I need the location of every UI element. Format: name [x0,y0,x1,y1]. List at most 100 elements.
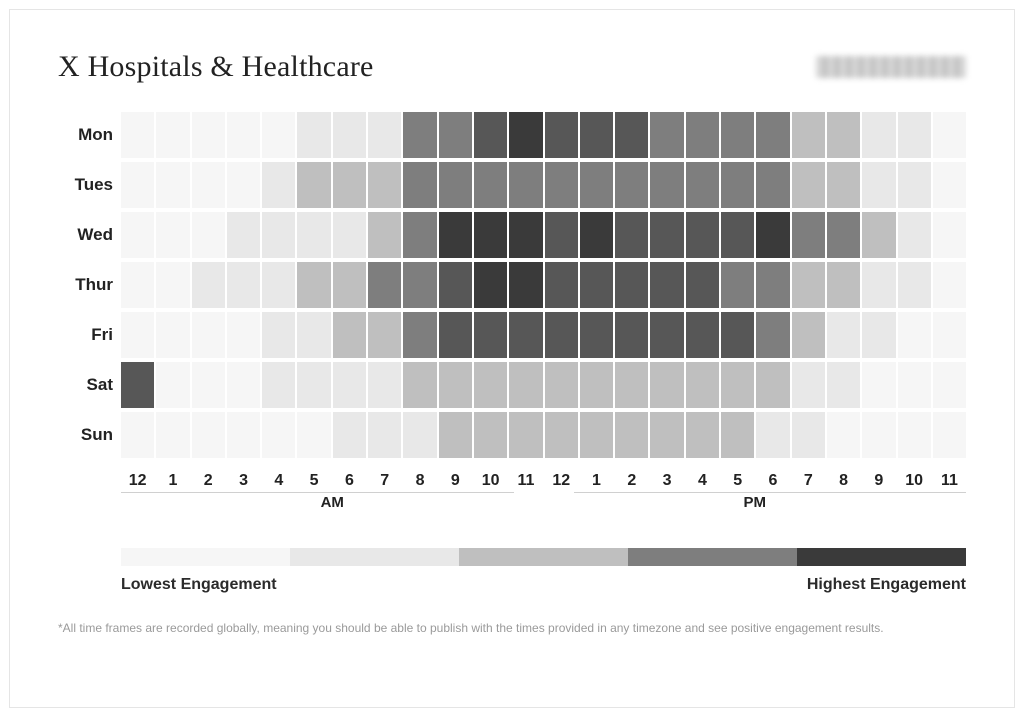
heatmap-cell [686,212,719,258]
heatmap-cell [439,312,472,358]
heatmap-cell [756,362,789,408]
heatmap-cell [403,312,436,358]
heatmap-cell [615,412,648,458]
heatmap-cell [227,212,260,258]
heatmap-cell [862,312,895,358]
heatmap-cell [368,412,401,458]
heatmap-cell [403,262,436,308]
heatmap-cell [192,262,225,308]
day-label: Thur [58,262,113,308]
legend-segment [459,548,628,566]
heatmap-cell [792,262,825,308]
heatmap-cell [650,212,683,258]
legend-low-label: Lowest Engagement [121,576,277,594]
heatmap-cell [156,162,189,208]
heatmap-cell [721,412,754,458]
heatmap-cell [403,162,436,208]
heatmap-cell [827,412,860,458]
heatmap-cell [333,112,366,158]
heatmap-cell [933,112,966,158]
hour-label: 1 [580,472,613,490]
heatmap-cell [297,312,330,358]
heatmap-cell [509,212,542,258]
heatmap-cell [403,362,436,408]
heatmap-cell [262,162,295,208]
heatmap-cell [827,362,860,408]
heatmap-cell [333,312,366,358]
hour-label: 4 [262,472,295,490]
heatmap-cell [580,212,613,258]
heatmap-cell [686,362,719,408]
heatmap-cell [439,362,472,408]
heatmap-cell [862,362,895,408]
heatmap-cell [756,112,789,158]
heatmap-cell [333,262,366,308]
heatmap-cell [509,112,542,158]
heatmap-cell [227,412,260,458]
heatmap-cell [686,112,719,158]
hour-label: 12 [545,472,578,490]
heatmap-cell [756,412,789,458]
am-label: AM [121,496,544,520]
heatmap-cell [756,212,789,258]
heatmap-cell [686,312,719,358]
heatmap-cell [898,362,931,408]
heatmap-cell [580,362,613,408]
heatmap-cell [474,212,507,258]
heatmap-cell [262,362,295,408]
heatmap-cell [192,212,225,258]
heatmap-cell [509,162,542,208]
heatmap-cell [439,412,472,458]
heatmap-cell [156,212,189,258]
heatmap-cell [262,312,295,358]
heatmap-cell [615,162,648,208]
heatmap-cell [509,312,542,358]
heatmap-cell [192,112,225,158]
heatmap-cell [721,312,754,358]
heatmap-cell [756,162,789,208]
heatmap-cell [862,112,895,158]
hour-label: 9 [439,472,472,490]
heatmap-cell [474,162,507,208]
heatmap-cell [933,162,966,208]
heatmap-cell [898,212,931,258]
heatmap-cell [509,262,542,308]
heatmap-cell [262,112,295,158]
hour-label: 10 [474,472,507,490]
hour-labels: 121234567891011121234567891011 [121,472,966,490]
heatmap-cell [439,162,472,208]
hour-label: 3 [650,472,683,490]
brand-logo [816,56,966,78]
hour-label: 2 [615,472,648,490]
hour-label: 6 [333,472,366,490]
heatmap-cell [227,162,260,208]
heatmap-cell [650,112,683,158]
heatmap-cell [192,412,225,458]
heatmap-cell [368,262,401,308]
heatmap-cell [368,212,401,258]
heatmap-cell [545,262,578,308]
heatmap-cell [156,362,189,408]
heatmap-cell [898,412,931,458]
heatmap-cell [827,212,860,258]
heatmap-cell [474,362,507,408]
heatmap-cell [545,212,578,258]
heatmap-cell [121,312,154,358]
heatmap-cell [262,262,295,308]
heatmap-cell [580,112,613,158]
heatmap-cell [721,212,754,258]
heatmap-cell [792,162,825,208]
heatmap-cell [333,212,366,258]
heatmap-cell [509,362,542,408]
heatmap-cell [650,412,683,458]
heatmap-cell [721,362,754,408]
hour-label: 8 [827,472,860,490]
hour-label: 7 [368,472,401,490]
heatmap-cell [827,262,860,308]
heatmap-cell [545,312,578,358]
heatmap-cell [439,112,472,158]
heatmap-cell [933,312,966,358]
heatmap-cell [156,312,189,358]
heatmap-cell [297,412,330,458]
day-label: Mon [58,112,113,158]
